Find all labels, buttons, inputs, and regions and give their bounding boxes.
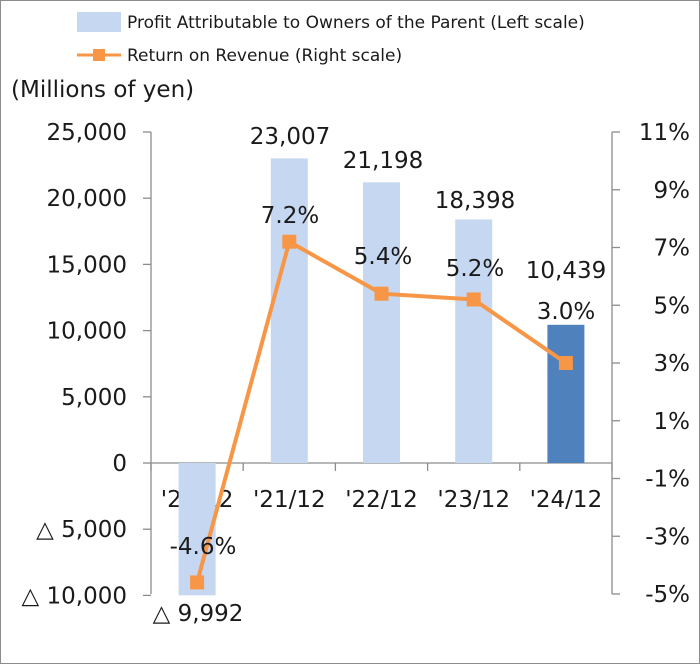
category-label: '22/12 — [345, 487, 418, 513]
bar-value-label: 23,007 — [250, 124, 330, 150]
right-tick-label: -5% — [645, 582, 690, 608]
bar — [363, 182, 400, 463]
right-tick-label: 7% — [654, 236, 691, 262]
legend-label-return: Return on Revenue (Right scale) — [127, 46, 402, 66]
bar — [455, 219, 493, 463]
category-label: '24/12 — [530, 487, 603, 513]
legend-label-profit: Profit Attributable to Owners of the Par… — [127, 13, 585, 33]
left-axis-unit-label: (Millions of yen) — [11, 77, 194, 103]
right-tick-label: -3% — [645, 524, 690, 550]
bar-value-label: 21,198 — [343, 148, 423, 174]
left-tick-label: 20,000 — [47, 186, 127, 212]
legend-swatch-profit — [77, 12, 121, 32]
right-tick-label: 11% — [639, 120, 690, 146]
left-tick-label: △ 10,000 — [22, 583, 127, 609]
left-tick-label: 25,000 — [47, 120, 127, 146]
return-point — [374, 286, 389, 301]
bar-value-label: 10,439 — [526, 258, 606, 284]
return-point — [282, 234, 297, 249]
legend: Profit Attributable to Owners of the Par… — [77, 12, 585, 66]
data-labels: △ 9,992 23,007 21,198 18,398 10,439 -4.6% 7.2%… — [153, 124, 607, 627]
line-series — [190, 234, 573, 590]
right-tick-label: 3% — [654, 351, 691, 377]
return-value-label: 7.2% — [261, 203, 319, 229]
bar — [178, 463, 216, 596]
legend-marker-return — [93, 49, 105, 61]
category-label: '21/12 — [253, 487, 326, 513]
left-tick-label: 5,000 — [61, 385, 127, 411]
return-value-label: -4.6% — [170, 534, 237, 560]
return-point — [558, 356, 573, 370]
category-label: '23/12 — [437, 487, 510, 513]
return-point — [466, 292, 481, 307]
left-tick-label: 0 — [112, 451, 127, 477]
axes: 25,000 20,000 15,000 10,000 5,000 0 △ 5,000 △ 1… — [22, 120, 690, 609]
bar — [547, 324, 585, 463]
return-value-label: 3.0% — [537, 299, 595, 325]
right-tick-label: 5% — [654, 293, 691, 319]
return-value-label: 5.4% — [354, 244, 412, 270]
bar-value-label: 18,398 — [435, 188, 515, 214]
bar-value-label: △ 9,992 — [153, 601, 244, 627]
return-point — [190, 575, 205, 590]
return-value-label: 5.2% — [446, 256, 504, 282]
right-tick-label: 1% — [654, 409, 691, 435]
right-tick-label: 9% — [654, 178, 691, 204]
bar — [270, 158, 308, 463]
right-tick-label: -1% — [645, 467, 690, 493]
left-tick-label: 10,000 — [47, 319, 127, 345]
left-tick-label: △ 5,000 — [36, 517, 127, 543]
bar-series — [178, 158, 585, 596]
left-tick-label: 15,000 — [47, 252, 127, 278]
